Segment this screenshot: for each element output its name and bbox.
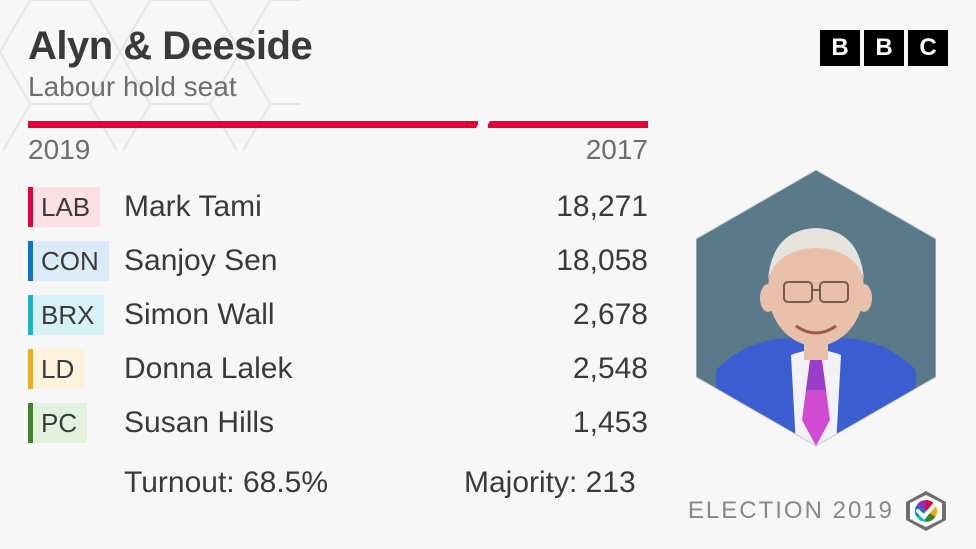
bbc-logo-c: C [908, 30, 948, 66]
turnout-label: Turnout: 68.5% [124, 466, 464, 500]
constituency-title: Alyn & Deeside [28, 24, 312, 69]
footer-stats: Turnout: 68.5% Majority: 213 [28, 466, 948, 500]
party-code: CON [33, 241, 109, 281]
majority-label: Majority: 213 [464, 466, 724, 500]
candidate-name: Susan Hills [124, 406, 464, 440]
result-row: LAB Mark Tami18,271 [28, 180, 948, 234]
candidate-name: Simon Wall [124, 298, 464, 332]
vote-count: 1,453 [464, 406, 648, 440]
status-subtitle: Labour hold seat [28, 71, 312, 103]
party-code: PC [33, 403, 87, 443]
results-table: LAB Mark Tami18,271 CON Sanjoy Sen18,058 BRX… [28, 180, 948, 450]
party-code: LD [33, 349, 84, 389]
party-chip: BRX [28, 295, 124, 335]
bbc-logo-b2: B [864, 30, 904, 66]
result-row: BRX Simon Wall2,678 [28, 288, 948, 342]
candidate-name: Sanjoy Sen [124, 244, 464, 278]
result-row: PC Susan Hills1,453 [28, 396, 948, 450]
party-code: LAB [33, 187, 100, 227]
party-chip: PC [28, 403, 124, 443]
bar-seg-1 [28, 121, 478, 128]
year-right: 2017 [586, 134, 648, 166]
party-chip: LAB [28, 187, 124, 227]
result-row: CON Sanjoy Sen18,058 [28, 234, 948, 288]
bbc-logo: B B C [820, 30, 948, 66]
vote-count: 18,271 [464, 190, 648, 224]
vote-count: 2,678 [464, 298, 648, 332]
vote-count: 18,058 [464, 244, 648, 278]
bbc-logo-b1: B [820, 30, 860, 66]
candidate-name: Mark Tami [124, 190, 464, 224]
candidate-name: Donna Lalek [124, 352, 464, 386]
party-chip: CON [28, 241, 124, 281]
bar-seg-2 [488, 121, 648, 128]
year-left: 2019 [28, 134, 90, 166]
vote-count: 2,548 [464, 352, 648, 386]
party-chip: LD [28, 349, 124, 389]
year-bar: 2019 2017 [28, 121, 948, 166]
result-row: LD Donna Lalek2,548 [28, 342, 948, 396]
party-code: BRX [33, 295, 104, 335]
